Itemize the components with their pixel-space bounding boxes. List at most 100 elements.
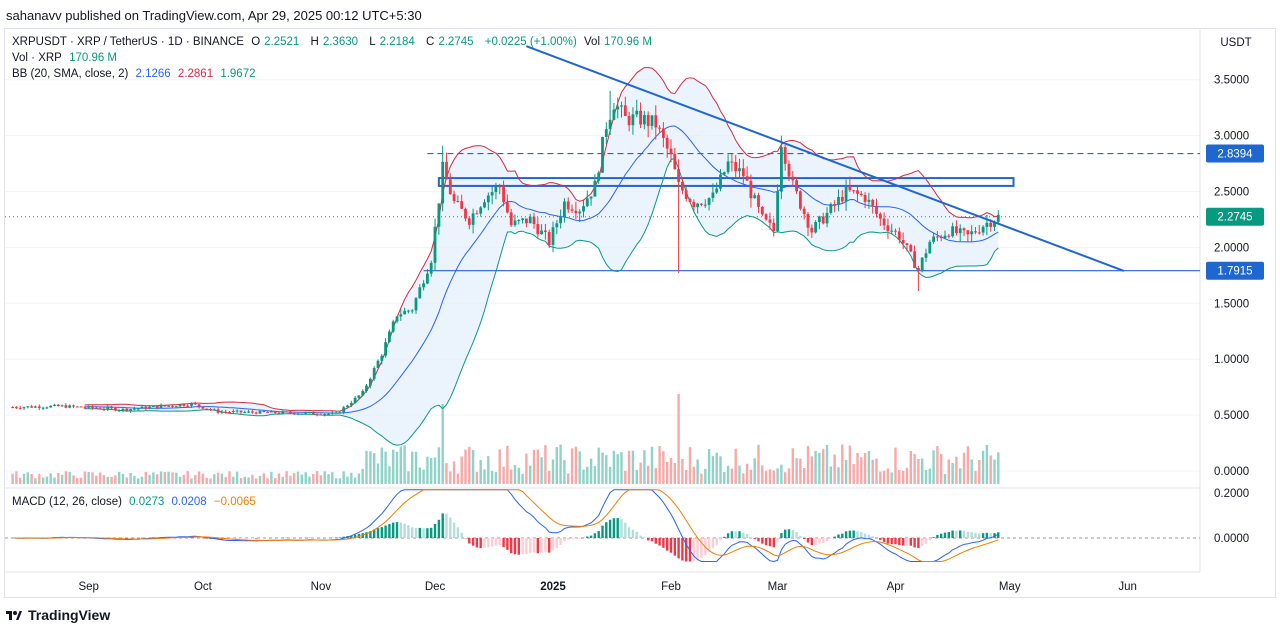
candle-body [159, 405, 163, 409]
macd-histogram-bar [841, 533, 844, 538]
candle-body [863, 195, 867, 202]
volume-bar [460, 456, 463, 484]
candle-body [452, 194, 456, 201]
candle-body [962, 228, 966, 231]
candle-body [741, 168, 745, 177]
volume-bar [567, 473, 570, 484]
volume-bar [433, 457, 437, 484]
volume-bar [959, 468, 962, 484]
candle-body [608, 119, 612, 129]
macd-histogram-bar [784, 529, 787, 538]
macd-histogram-bar [978, 533, 981, 538]
candle-body [494, 186, 498, 192]
volume-bar [373, 453, 376, 484]
candle-body [79, 406, 83, 408]
grid-lines [5, 30, 1201, 573]
macd-histogram-bar [567, 538, 570, 540]
volume-bar [704, 468, 707, 484]
volume-bar [917, 459, 920, 484]
volume-bar [787, 468, 791, 484]
macd-histogram-bar [791, 529, 794, 538]
candle-body [878, 213, 882, 219]
candle-body [45, 407, 49, 409]
candle-body [60, 405, 64, 407]
candle-body [361, 391, 365, 396]
macd-histogram-bar [414, 527, 418, 538]
candle-body [64, 405, 68, 408]
volume-bar [235, 471, 239, 484]
candle-body [140, 406, 144, 409]
macd-histogram-bar [962, 530, 966, 538]
volume-bar [532, 449, 536, 484]
tradingview-logo[interactable]: TradingView [6, 607, 110, 623]
macd-histogram-bar [780, 533, 783, 538]
legend-line-bb[interactable]: BB (20, SMA, close, 2) 2.1266 2.2861 1.9… [12, 68, 260, 80]
volume-bar [205, 477, 208, 484]
macd-histogram-bar [536, 538, 539, 554]
volume-bar [643, 450, 646, 484]
volume-bar [753, 458, 756, 484]
volume-bar [860, 457, 863, 484]
volume-bar [19, 477, 22, 484]
symbol-title[interactable]: XRPUSDT · XRP / TetherUS · 1D · BINANCE [12, 36, 244, 48]
candle-body [83, 407, 87, 409]
macd-histogram-bar [647, 538, 650, 541]
volume-bar [989, 455, 992, 484]
macd-histogram-bar [837, 534, 840, 538]
candle-body [802, 208, 806, 214]
descending-trendline [526, 45, 1125, 272]
macd-histogram-bar [475, 538, 479, 548]
candle-body [121, 408, 125, 411]
candle-body [749, 180, 753, 199]
volume-bar [574, 446, 578, 484]
macd-histogram-bar [867, 534, 871, 538]
candle-body [334, 412, 338, 414]
legend-line-volume[interactable]: Vol · XRP 170.96 M [12, 52, 121, 64]
macd-histogram-bar [235, 538, 239, 539]
macd-histogram-bar [510, 538, 513, 554]
volume-bar [525, 453, 528, 484]
macd-histogram-bar [707, 538, 711, 552]
candle-body [795, 180, 798, 192]
volume-bar [924, 470, 928, 484]
bb-upper-value: 2.2861 [177, 68, 214, 80]
volume-bar [365, 450, 368, 484]
candle-body [989, 222, 993, 227]
candle-body [182, 404, 186, 406]
candle-body [753, 195, 757, 199]
volume-bar [818, 452, 821, 484]
macd-histogram-bar [848, 530, 852, 538]
candle-body [726, 161, 730, 173]
candle-body [829, 204, 833, 213]
candle-body [776, 191, 779, 231]
candle-body [810, 227, 814, 233]
candle-body [308, 412, 311, 414]
volume-bar [159, 471, 163, 484]
macd-histogram-bar [452, 522, 456, 538]
candle-body [72, 405, 75, 407]
macd-histogram-bar [959, 530, 962, 538]
volume-bar [38, 473, 41, 484]
volume-bar [471, 450, 475, 484]
macd-histogram-bar [921, 538, 924, 547]
macd-histogram-bar [589, 535, 593, 538]
volume-bar [209, 478, 212, 484]
candle-body [133, 408, 136, 410]
candle-body [155, 406, 159, 408]
candle-body [460, 201, 464, 209]
macd-histogram-bar [441, 513, 444, 538]
candle-body [114, 408, 117, 411]
candle-body [905, 243, 909, 245]
legend-line-macd[interactable]: MACD (12, 26, close) 0.0273 0.0208 −0.00… [12, 496, 260, 508]
volume-bar [825, 445, 829, 484]
macd-histogram-bar [342, 536, 345, 538]
volume-bar [841, 444, 844, 484]
macd-histogram-bar [871, 536, 874, 538]
candle-body [814, 222, 817, 233]
volume-bar [738, 465, 741, 484]
volume-bar [639, 462, 642, 484]
macd-histogram-bar [517, 538, 520, 555]
candle-body [125, 408, 129, 411]
candle-body [251, 411, 254, 413]
